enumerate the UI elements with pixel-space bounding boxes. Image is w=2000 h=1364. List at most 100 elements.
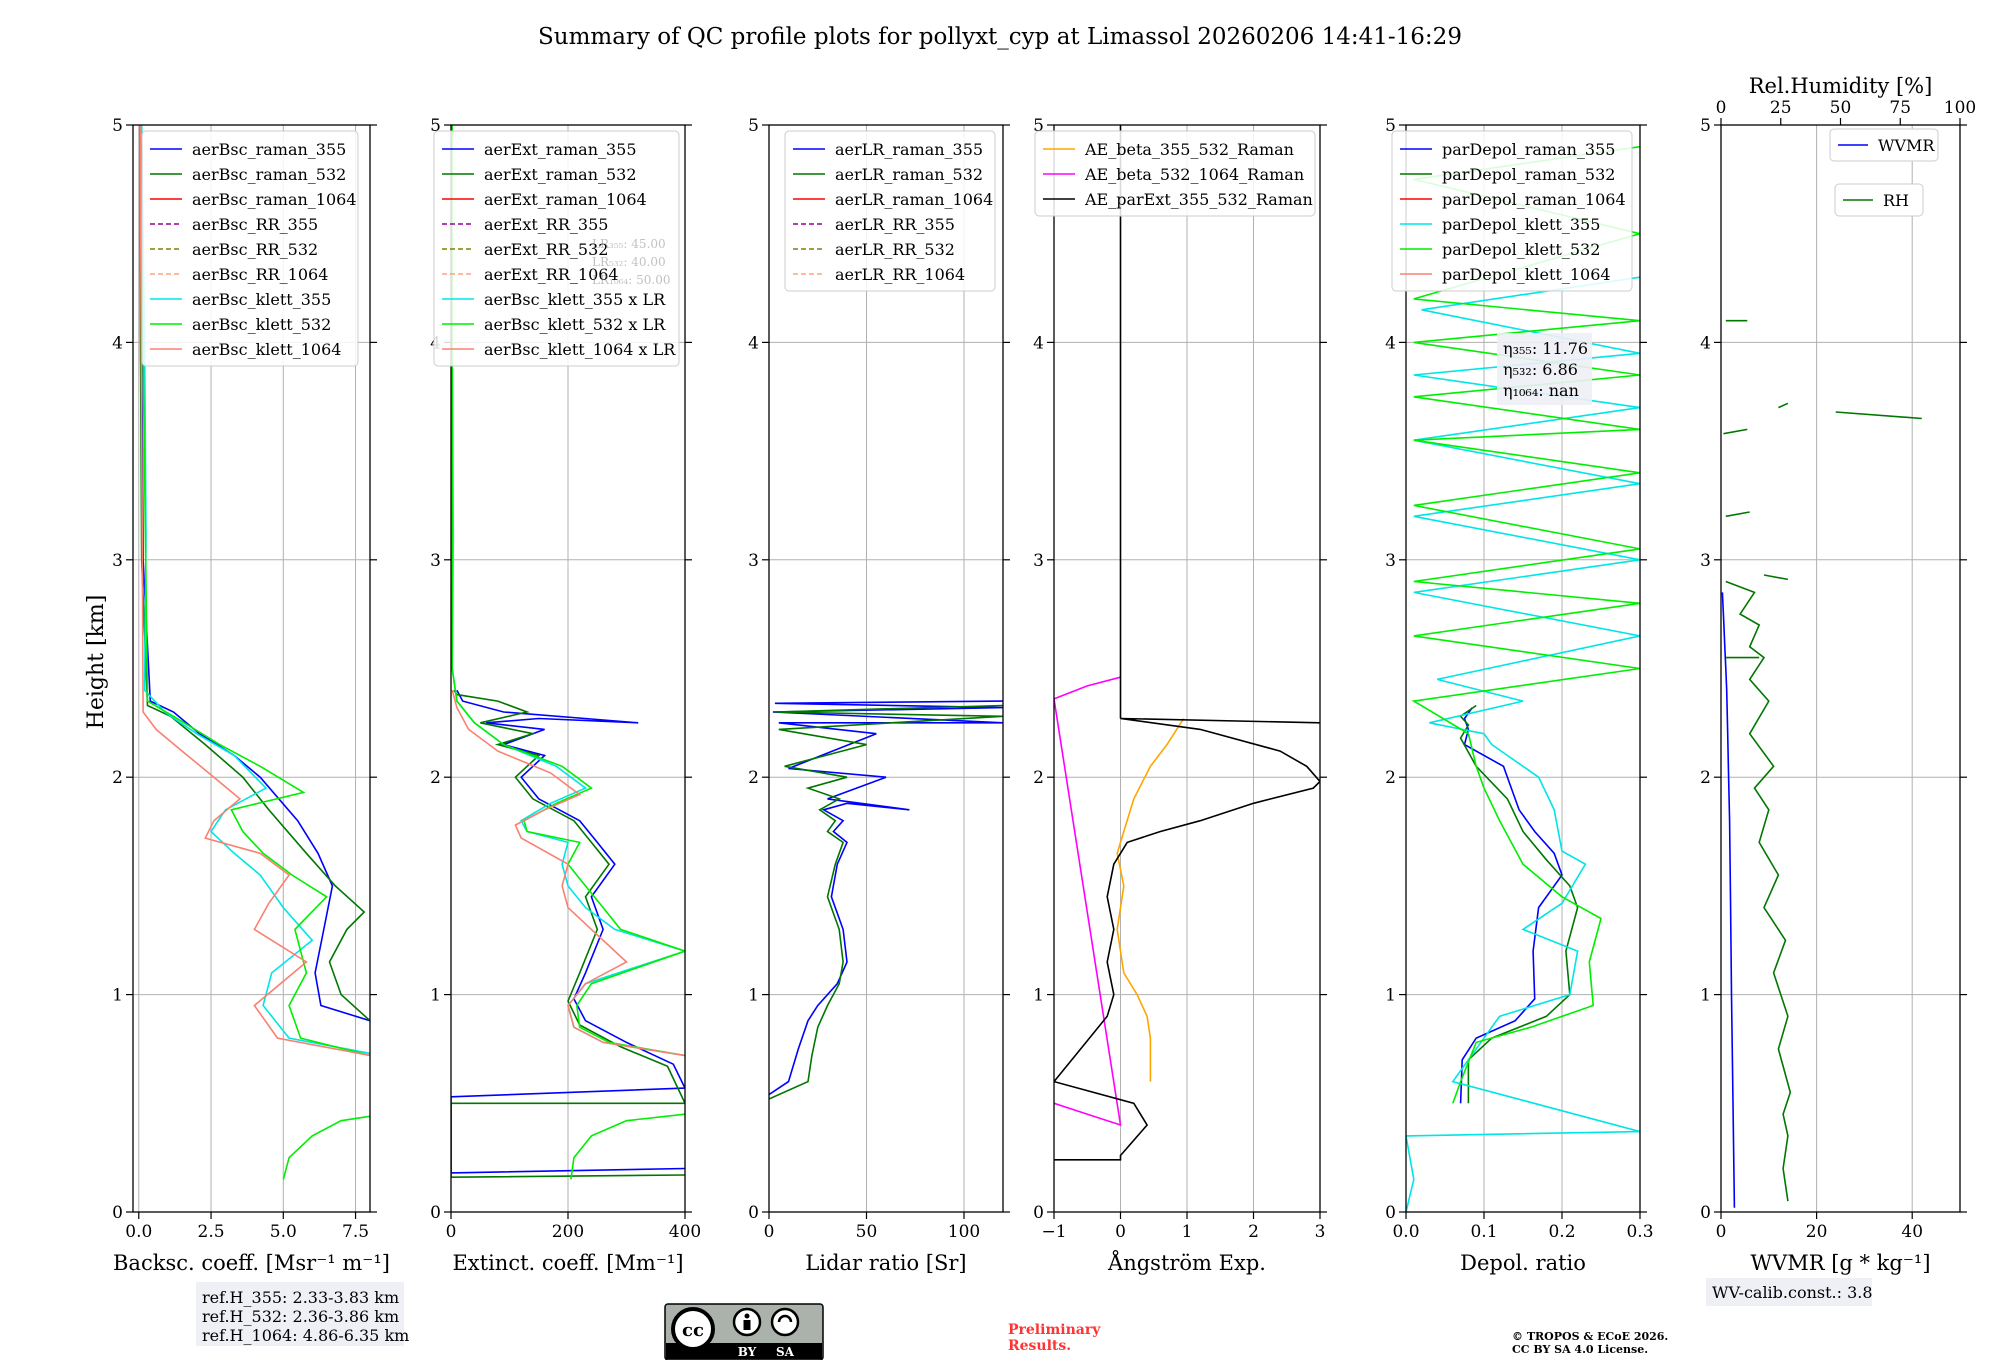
y-tick-label: 4 (1700, 333, 1711, 353)
x-axis-label: Depol. ratio (1460, 1251, 1586, 1275)
series-line-AE_beta_532_1064_Raman (1054, 676, 1122, 1127)
legend-box (1034, 130, 1316, 217)
x-tick-label: 400 (669, 1222, 701, 1242)
cc-icon (671, 1307, 715, 1351)
subplot-ext: 0200400012345Extinct. coeff. [Mm⁻¹]aerEx… (430, 116, 701, 1275)
x-axis-label: Backsc. coeff. [Msr⁻¹ m⁻¹] (113, 1251, 390, 1275)
y-tick-label: 0 (112, 1203, 123, 1223)
legend: WVMR RH (1829, 128, 1939, 217)
x-axis-label: Ångström Exp. (1107, 1250, 1266, 1275)
legend-box (1391, 130, 1633, 292)
legend-box (1829, 128, 1939, 162)
subplot-bsc: 0.0 2.5 5.0 7.5 0 1 2 3 4 5 Backsc. coeff. [Msr⁻¹ … (112, 116, 390, 1275)
y-tick-label: 4 (1385, 333, 1396, 353)
y-tick-label: 0 (748, 1203, 759, 1223)
legend-label: aerLR_RR_355 (835, 215, 955, 234)
legend-label: aerLR_RR_1064 (835, 265, 965, 284)
legend-label: parDepol_klett_1064 (1442, 265, 1611, 284)
x-tick-label: 2 (1248, 1222, 1259, 1242)
wv-calib-box: WV-calib.const.: 3.8 (1706, 1278, 1873, 1306)
y-tick-label: 3 (430, 551, 441, 571)
legend-label: aerBsc_RR_1064 (192, 265, 328, 284)
y-tick-label: 3 (1033, 551, 1044, 571)
legend-label: aerBsc_raman_355 (192, 140, 346, 159)
legend-label: AE_parExt_355_532_Raman (1084, 190, 1313, 209)
legend-label: aerExt_raman_1064 (484, 190, 647, 209)
figure-title: Summary of QC profile plots for pollyxt_… (538, 24, 1462, 50)
legend-label: AE_beta_355_532_Raman (1084, 140, 1294, 159)
series-line-aerExt_raman_355 (451, 689, 685, 1174)
legend: aerExt_raman_355 aerExt_raman_532 aerExt_r… (433, 130, 680, 367)
series-line (1778, 402, 1789, 409)
legend-label: aerExt_raman_532 (484, 165, 637, 184)
legend-box (141, 130, 359, 367)
series-line-aerBsc_klett_1064 x LR (451, 689, 685, 1057)
x-tick-label: 0 (446, 1222, 457, 1242)
legend: aerLR_raman_355 aerLR_raman_532 aerLR_rama… (784, 130, 996, 292)
cc-license-badge: cc BY SA (664, 1303, 824, 1361)
legend-label: aerBsc_raman_1064 (192, 190, 357, 209)
axes-frame (450, 124, 686, 1213)
series-line-aerBsc_raman_532 (139, 125, 370, 1022)
series-line (570, 1113, 685, 1180)
legend: AE_beta_355_532_Raman AE_beta_532_1064_Ra… (1034, 130, 1316, 217)
legend-label: aerBsc_klett_1064 x LR (484, 340, 676, 359)
legend-label: parDepol_klett_355 (1442, 215, 1600, 234)
x-tick-label: 50 (856, 1222, 878, 1242)
y-tick-label: 4 (748, 333, 759, 353)
lidar-ratio-box: LR₃₅₅: 45.00 LR₅₃₂: 40.00 LR₁₀₆₄: 50.00 (592, 237, 670, 287)
legend-label: aerLR_RR_532 (835, 240, 955, 259)
lr-355: LR₃₅₅: 45.00 (592, 237, 666, 251)
x-axis-label: Extinct. coeff. [Mm⁻¹] (452, 1251, 683, 1275)
y-tick-label: 1 (112, 986, 123, 1006)
legend-label: aerExt_RR_1064 (484, 265, 619, 284)
legend-label: aerLR_raman_355 (835, 140, 983, 159)
copyright-line2: CC BY SA 4.0 License. (1512, 1343, 1648, 1356)
axes-frame (1053, 124, 1321, 1213)
legend-box (433, 130, 680, 367)
x2-tick-label: 100 (1944, 98, 1976, 118)
x-tick-label: 0.2 (1548, 1222, 1575, 1242)
y-tick-label: 5 (112, 116, 123, 136)
eta-box: η₃₅₅: 11.76 η₅₃₂: 6.86 η₁₀₆₄: nan (1497, 333, 1592, 405)
series-line (282, 1115, 370, 1180)
legend-label: aerBsc_RR_532 (192, 240, 318, 259)
series-line-aerLR_raman_355 (769, 700, 1003, 1096)
x-tick-label: 1 (1182, 1222, 1193, 1242)
series-line-RH (1725, 580, 1792, 1202)
y-tick-label: 0 (1385, 1203, 1396, 1223)
series-line (1723, 428, 1748, 435)
series-line-aerExt_raman_532 (451, 689, 685, 1178)
series-line (1763, 574, 1789, 581)
ref-height-355: ref.H_355: 2.33-3.83 km (202, 1288, 399, 1307)
sa-label: SA (776, 1345, 795, 1359)
legend-label: parDepol_raman_532 (1442, 165, 1615, 184)
y-tick-label: 3 (1385, 551, 1396, 571)
ref-height-532: ref.H_532: 2.36-3.86 km (202, 1307, 399, 1326)
series-line-aerLR_raman_532 (769, 704, 1003, 1100)
x-tick-label: 100 (948, 1222, 980, 1242)
x-tick-label: 20 (1806, 1222, 1828, 1242)
y-tick-label: 3 (748, 551, 759, 571)
y-tick-label: 2 (748, 768, 759, 788)
preliminary-line1: Preliminary (1008, 1322, 1101, 1338)
subplot-group: 0.0 2.5 5.0 7.5 0 1 2 3 4 5 Backsc. coeff. [Msr⁻¹ … (112, 74, 1976, 1275)
legend-label: parDepol_raman_1064 (1442, 190, 1626, 209)
y-tick-label: 0 (430, 1203, 441, 1223)
legend-label: aerExt_raman_355 (484, 140, 637, 159)
y-tick-label: 1 (1385, 986, 1396, 1006)
legend-box (1834, 183, 1924, 217)
y-tick-label: 5 (748, 116, 759, 136)
legend-label: parDepol_raman_355 (1442, 140, 1615, 159)
eta-box-bg (1497, 333, 1592, 405)
x-tick-label: 0.1 (1470, 1222, 1497, 1242)
x-axis-label: Lidar ratio [Sr] (805, 1251, 966, 1275)
series-line-aerBsc_klett_1064 (139, 125, 370, 1057)
x-tick-label: 0 (1716, 1222, 1727, 1242)
y-tick-label: 2 (1700, 768, 1711, 788)
y-tick-label: 2 (430, 768, 441, 788)
subplot-wv: 0 20 40 0 1 2 3 4 5 WVMR [g * kg⁻¹] 0 25 50 75 100 Rel.… (1700, 74, 1976, 1275)
preliminary-line2: Results. (1008, 1338, 1071, 1354)
